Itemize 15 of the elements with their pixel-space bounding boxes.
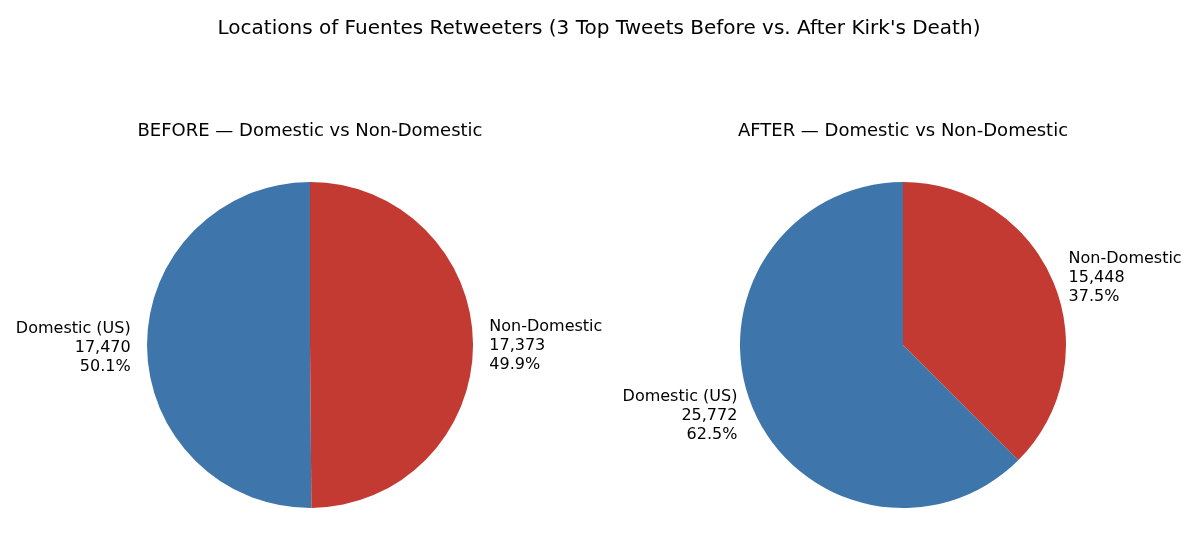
slice-label: Non-Domestic — [1068, 247, 1182, 267]
pie-slice — [740, 182, 1019, 508]
chart-title: BEFORE — Domestic vs Non-Domestic — [137, 119, 483, 140]
chart-title: AFTER — Domestic vs Non-Domestic — [737, 119, 1069, 140]
slice-label: Domestic (US) — [15, 317, 131, 337]
pie-slice — [310, 182, 473, 508]
data-label: 15,448 37.5% — [1068, 266, 1125, 305]
data-label: 17,470 50.1% — [74, 336, 131, 375]
text: Locations of Fuentes Retweeters (3 Top Tweets Before vs. After Kirk's Death) — [217, 15, 981, 39]
slice-label: Non-Domestic — [489, 315, 603, 335]
slice-label: Domestic (US) — [622, 385, 738, 405]
pie-slice — [903, 182, 1066, 461]
data-label: 17,373 49.9% — [489, 334, 546, 373]
pie-slice — [147, 182, 312, 508]
data-label: 25,772 62.5% — [681, 404, 738, 443]
